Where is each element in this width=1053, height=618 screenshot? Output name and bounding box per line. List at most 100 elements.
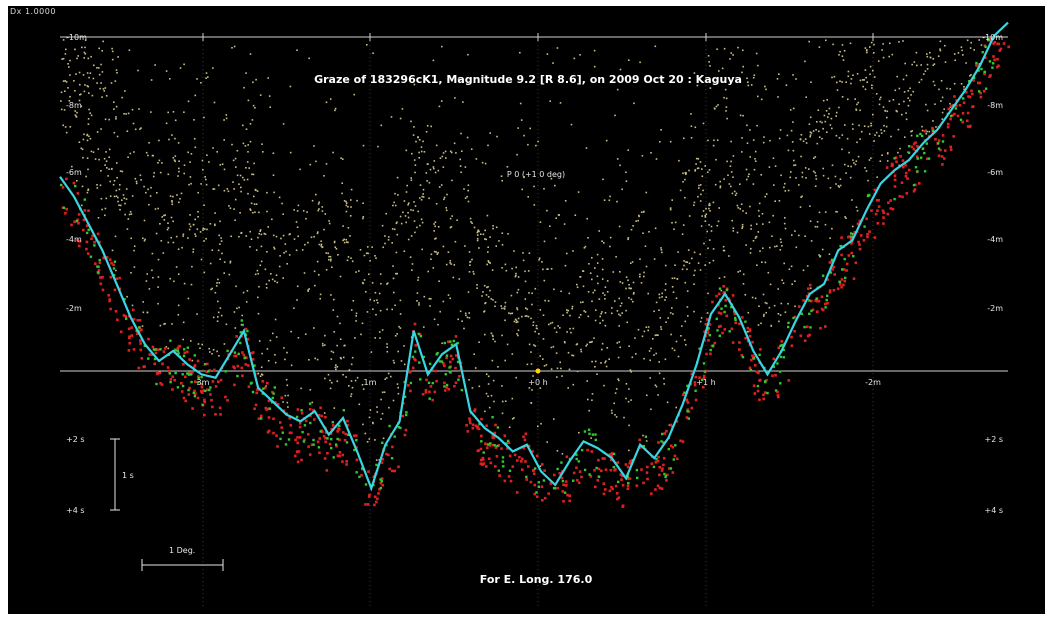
terrain-point [378, 331, 381, 333]
terrain-point [856, 103, 858, 106]
terrain-point [847, 98, 849, 101]
red-observation-point [390, 469, 394, 473]
terrain-point [178, 167, 180, 170]
terrain-point [370, 351, 373, 353]
terrain-point [174, 155, 177, 157]
red-observation-point [604, 488, 607, 491]
red-observation-point [575, 466, 578, 469]
terrain-point [584, 245, 587, 248]
terrain-point [282, 234, 285, 237]
terrain-point [434, 221, 437, 223]
terrain-point [875, 93, 878, 95]
terrain-point [69, 74, 71, 76]
terrain-point [932, 120, 934, 122]
terrain-point [98, 47, 100, 50]
terrain-point [81, 185, 84, 188]
red-observation-point [744, 336, 747, 340]
red-observation-point [77, 221, 80, 225]
red-observation-point [109, 275, 113, 279]
red-observation-point [85, 240, 89, 244]
terrain-point [171, 201, 173, 203]
terrain-point [268, 279, 270, 282]
terrain-point [898, 41, 900, 43]
terrain-point [749, 205, 751, 208]
red-observation-point [711, 300, 714, 304]
terrain-point [399, 327, 402, 329]
terrain-point [217, 184, 220, 187]
terrain-point [548, 323, 550, 326]
terrain-point [434, 238, 436, 240]
green-observation-point [208, 388, 211, 392]
red-observation-point [793, 315, 797, 319]
terrain-point [574, 214, 577, 216]
terrain-point [260, 366, 263, 368]
red-observation-point [203, 413, 206, 417]
terrain-point [115, 189, 118, 192]
red-observation-point [992, 55, 995, 58]
red-observation-point [535, 454, 539, 458]
terrain-point [218, 282, 221, 284]
terrain-point [169, 195, 172, 197]
terrain-point [779, 249, 782, 251]
green-observation-point [661, 432, 664, 436]
red-observation-point [914, 183, 917, 187]
terrain-point [350, 188, 353, 191]
terrain-point [297, 235, 299, 238]
terrain-point [606, 291, 609, 293]
terrain-point [89, 137, 92, 140]
terrain-point [100, 63, 102, 66]
red-observation-point [658, 486, 662, 490]
terrain-point [658, 361, 660, 363]
terrain-point [911, 130, 913, 132]
right-tick-label: +2 s [984, 435, 1003, 444]
green-observation-point [381, 441, 384, 444]
red-observation-point [824, 302, 827, 306]
terrain-point [871, 84, 873, 87]
terrain-point [719, 186, 722, 189]
red-observation-point [274, 401, 277, 404]
red-observation-point [244, 363, 247, 366]
terrain-point [863, 125, 866, 127]
terrain-point [702, 122, 705, 125]
terrain-point [67, 87, 69, 89]
terrain-point [768, 221, 771, 224]
terrain-point [816, 121, 818, 123]
terrain-point [304, 333, 307, 335]
terrain-point [106, 167, 108, 169]
terrain-point [278, 265, 281, 268]
terrain-point [836, 81, 838, 84]
terrain-point [684, 196, 686, 199]
terrain-point [605, 360, 607, 362]
terrain-point [262, 151, 264, 153]
green-observation-point [972, 76, 976, 79]
terrain-point [115, 105, 118, 108]
green-observation-point [776, 362, 779, 365]
terrain-point [531, 389, 533, 391]
terrain-point [433, 318, 436, 321]
terrain-point [535, 327, 538, 330]
red-observation-point [918, 182, 921, 185]
terrain-point [435, 144, 438, 147]
red-observation-point [308, 453, 312, 456]
red-observation-point [706, 331, 710, 335]
terrain-point [78, 99, 81, 102]
terrain-point [870, 157, 872, 159]
green-observation-point [312, 438, 315, 442]
green-observation-point [181, 373, 184, 376]
terrain-point [684, 171, 687, 174]
red-observation-point [845, 269, 848, 272]
red-observation-point [541, 499, 544, 502]
terrain-point [763, 136, 765, 138]
x-tick-label: +0 h [528, 378, 547, 387]
terrain-point [343, 241, 346, 244]
red-observation-point [757, 371, 760, 375]
terrain-point [282, 213, 284, 215]
terrain-point [87, 57, 90, 60]
green-observation-point [496, 426, 500, 429]
terrain-point [800, 134, 803, 136]
terrain-point [260, 245, 263, 248]
terrain-point [693, 201, 696, 204]
terrain-point [507, 233, 509, 235]
terrain-point [462, 101, 464, 103]
red-observation-point [803, 339, 807, 342]
